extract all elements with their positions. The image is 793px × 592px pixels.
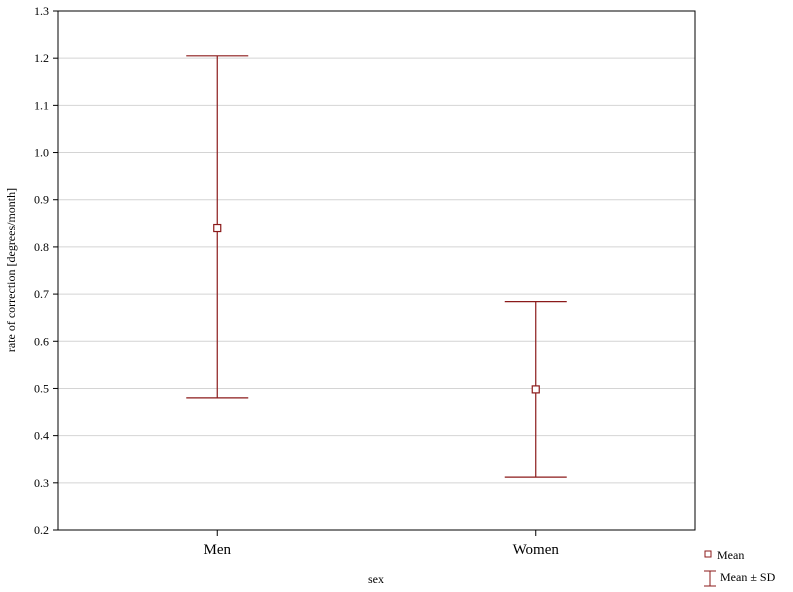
y-tick-label: 1.2 — [34, 51, 49, 65]
legend: Mean Mean ± SD — [704, 548, 776, 587]
y-axis: 0.2 0.3 0.4 0.5 0.6 0.7 0.8 0.9 1.0 1.1 1.2 1.3 — [34, 4, 58, 537]
mean-marker — [213, 223, 222, 233]
y-tick-label: 0.8 — [34, 240, 49, 254]
y-tick-label: 0.3 — [34, 476, 49, 490]
x-axis: Men Women — [204, 530, 560, 558]
y-axis-title: rate of correction [degrees/month] — [4, 188, 18, 352]
mean-marker — [531, 385, 540, 394]
y-tick-label: 0.9 — [34, 193, 49, 207]
x-axis-title: sex — [368, 572, 384, 586]
y-tick-label: 0.5 — [34, 381, 49, 395]
y-tick-label: 0.6 — [34, 334, 49, 348]
x-tick-label: Women — [513, 542, 560, 558]
y-tick-label: 0.2 — [34, 523, 49, 537]
error-bars — [186, 55, 567, 478]
legend-sd-label: Mean ± SD — [720, 570, 776, 584]
plot-area — [57, 10, 696, 531]
gridlines — [58, 57, 695, 484]
x-tick-label: Men — [204, 542, 232, 558]
legend-mean-marker — [704, 550, 712, 558]
y-tick-label: 1.0 — [34, 146, 49, 160]
y-tick-label: 1.3 — [34, 4, 49, 18]
legend-sd-marker — [704, 570, 716, 587]
legend-mean-label: Mean — [717, 548, 744, 562]
y-tick-label: 1.1 — [34, 98, 49, 112]
y-tick-label: 0.4 — [34, 429, 49, 443]
y-tick-label: 0.7 — [34, 287, 49, 301]
